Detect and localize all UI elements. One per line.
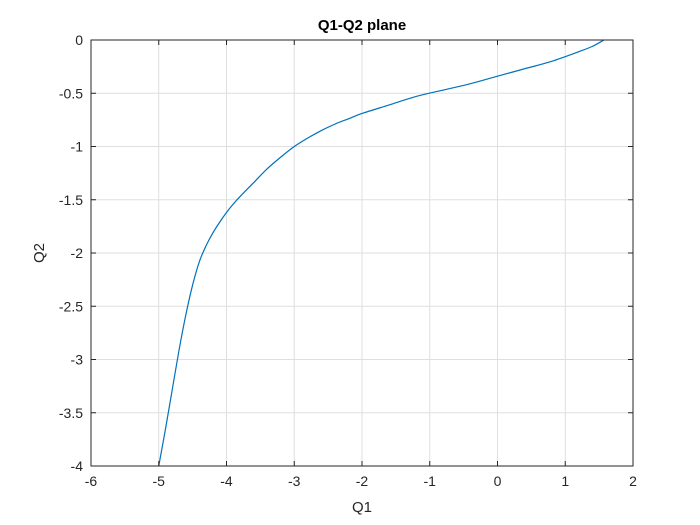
ticks: -6 -5 -4 -3 -2 -1 0 1 2 0 -0.5 -1 -1.5 -2 -2.5 -3 -3.5 -4 xyxy=(59,32,637,489)
x-tick-label: 2 xyxy=(629,473,637,489)
y-tick-label: -1.5 xyxy=(59,192,83,208)
y-tick-label: -3.5 xyxy=(59,405,83,421)
y-axis-label: Q2 xyxy=(31,243,48,263)
x-tick-label: -2 xyxy=(356,473,369,489)
series-group xyxy=(158,39,605,467)
x-tick-label: 0 xyxy=(494,473,502,489)
y-tick-label: 0 xyxy=(75,32,83,48)
series-line xyxy=(158,39,605,467)
y-tick-label: -4 xyxy=(71,458,84,474)
y-tick-label: -3 xyxy=(71,352,84,368)
y-tick-label: -0.5 xyxy=(59,85,83,101)
x-tick-label: -5 xyxy=(153,473,166,489)
x-tick-label: -1 xyxy=(424,473,437,489)
y-tick-label: -2.5 xyxy=(59,298,83,314)
x-tick-label: -4 xyxy=(220,473,233,489)
x-axis-label: Q1 xyxy=(352,499,372,516)
chart-title: Q1-Q2 plane xyxy=(318,17,406,34)
x-tick-label: -3 xyxy=(288,473,301,489)
y-tick-label: -2 xyxy=(71,245,84,261)
x-tick-label: 1 xyxy=(561,473,569,489)
x-tick-label: -6 xyxy=(85,473,98,489)
y-tick-label: -1 xyxy=(71,139,84,155)
